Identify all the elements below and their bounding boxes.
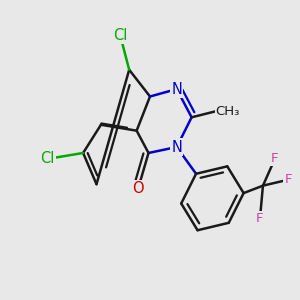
Text: CH₃: CH₃ <box>215 105 240 118</box>
Text: F: F <box>256 212 264 225</box>
Text: Cl: Cl <box>113 28 127 43</box>
Text: N: N <box>171 82 182 97</box>
Text: F: F <box>284 173 292 186</box>
Text: O: O <box>132 181 144 196</box>
Text: N: N <box>171 140 182 154</box>
Text: F: F <box>271 152 279 165</box>
Text: Cl: Cl <box>40 152 55 166</box>
